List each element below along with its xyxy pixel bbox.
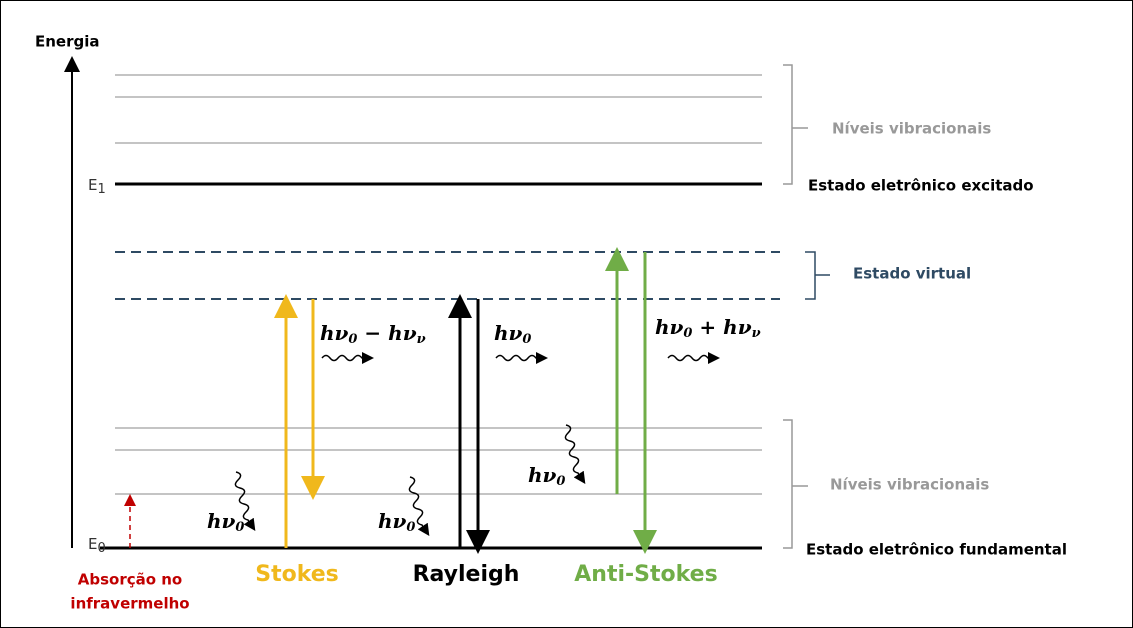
formula-sub: 0 xyxy=(348,332,357,347)
photon-formula: hν0 xyxy=(378,509,415,535)
bracket xyxy=(805,251,830,300)
photons xyxy=(234,352,720,536)
formula-sub: 0 xyxy=(522,332,531,347)
wave xyxy=(408,476,430,536)
wave xyxy=(667,352,720,364)
process-name: Rayleigh xyxy=(413,562,520,587)
wave xyxy=(495,352,548,364)
formula-sub: ν xyxy=(752,326,761,341)
wave xyxy=(321,352,374,364)
wave xyxy=(234,471,256,531)
photon-formula: hν0 xyxy=(494,321,531,347)
process-name: Anti-Stokes xyxy=(574,562,717,587)
bracket-label: Níveis vibracionais xyxy=(832,120,991,138)
bracket-label: Estado virtual xyxy=(853,265,971,283)
formula-part: hν xyxy=(378,509,407,533)
formula-part: + hν xyxy=(692,315,751,339)
bracket xyxy=(783,419,808,549)
formula-sub: 0 xyxy=(406,520,415,535)
arrows xyxy=(124,247,657,554)
formula-part: hν xyxy=(655,315,684,339)
process-name: infravermelho xyxy=(70,595,189,613)
e0-symbol: E0 xyxy=(88,535,106,556)
level-label: Estado eletrônico excitado xyxy=(808,177,1034,195)
process-name: Absorção no xyxy=(78,571,183,589)
wave xyxy=(564,424,586,484)
e1-symbol: E1 xyxy=(88,176,106,197)
formula-part: hν xyxy=(320,321,349,345)
energy-axis-label: Energia xyxy=(35,33,100,51)
process-name: Stokes xyxy=(255,562,339,587)
formula-sub: 0 xyxy=(683,326,692,341)
formula-part: hν xyxy=(528,463,557,487)
formula-part: − hν xyxy=(357,321,416,345)
formula-sub: 0 xyxy=(556,474,565,489)
photon-formula: hν0 xyxy=(528,463,565,489)
formula-part: hν xyxy=(494,321,523,345)
photon-formula: hν0 − hνν xyxy=(320,321,426,347)
photon-formula: hν0 xyxy=(207,509,244,535)
level-label: Estado eletrônico fundamental xyxy=(806,541,1067,559)
photon-formula: hν0 + hνν xyxy=(655,315,761,341)
formula-sub: ν xyxy=(417,332,426,347)
formula-part: hν xyxy=(207,509,236,533)
bracket xyxy=(783,64,808,185)
bracket-label: Níveis vibracionais xyxy=(830,476,989,494)
formula-sub: 0 xyxy=(235,520,244,535)
